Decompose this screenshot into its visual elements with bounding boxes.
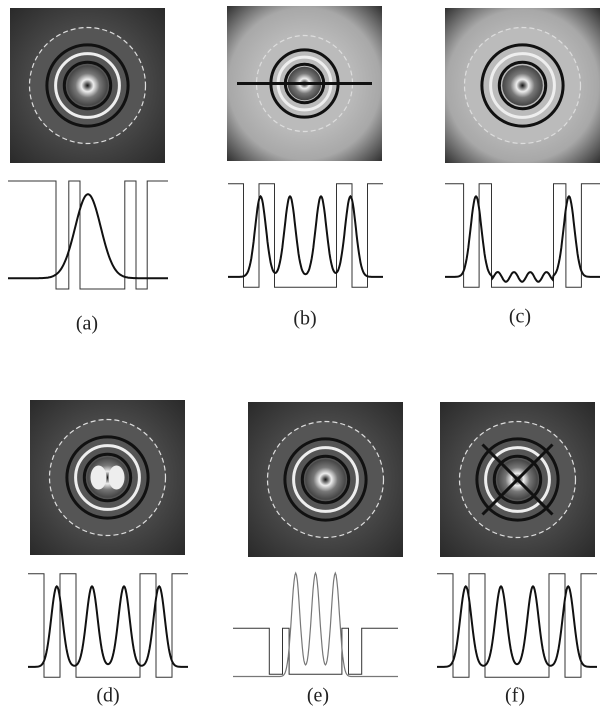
panel: (b) (227, 6, 383, 330)
core (67, 65, 108, 106)
mode-profile (445, 196, 600, 281)
lobe (109, 466, 125, 490)
index-profile (228, 184, 383, 288)
index-profile (28, 574, 188, 678)
panel-label: (d) (96, 685, 119, 707)
mode-image (440, 402, 595, 557)
panel-label: (a) (76, 313, 98, 335)
mode-image (10, 8, 165, 163)
panel-label: (b) (293, 308, 316, 330)
index-profile (445, 184, 600, 288)
figure: (a) (b) (c) (d) (e) (f) (0, 0, 604, 715)
panel: (a) (8, 8, 168, 335)
panel-label: (f) (505, 685, 525, 707)
mode-image (30, 400, 185, 555)
mode-profile (28, 586, 188, 667)
mode-image (227, 6, 382, 161)
mode-profile (228, 196, 383, 277)
panel-label: (c) (509, 306, 531, 328)
mode-profile (8, 194, 168, 278)
panel: (e) (233, 402, 403, 707)
index-profile (8, 181, 168, 289)
core (305, 459, 346, 500)
mode-image (248, 402, 403, 557)
lobe (91, 466, 107, 490)
index-profile (437, 574, 597, 678)
index-profile (233, 628, 398, 674)
mode-image (445, 8, 600, 163)
panel: (c) (445, 8, 600, 328)
core (502, 65, 543, 106)
panel: (f) (437, 402, 597, 707)
panel: (d) (28, 400, 188, 707)
panel-label: (e) (307, 685, 329, 707)
mode-profile (233, 573, 398, 677)
mode-profile (437, 586, 597, 667)
